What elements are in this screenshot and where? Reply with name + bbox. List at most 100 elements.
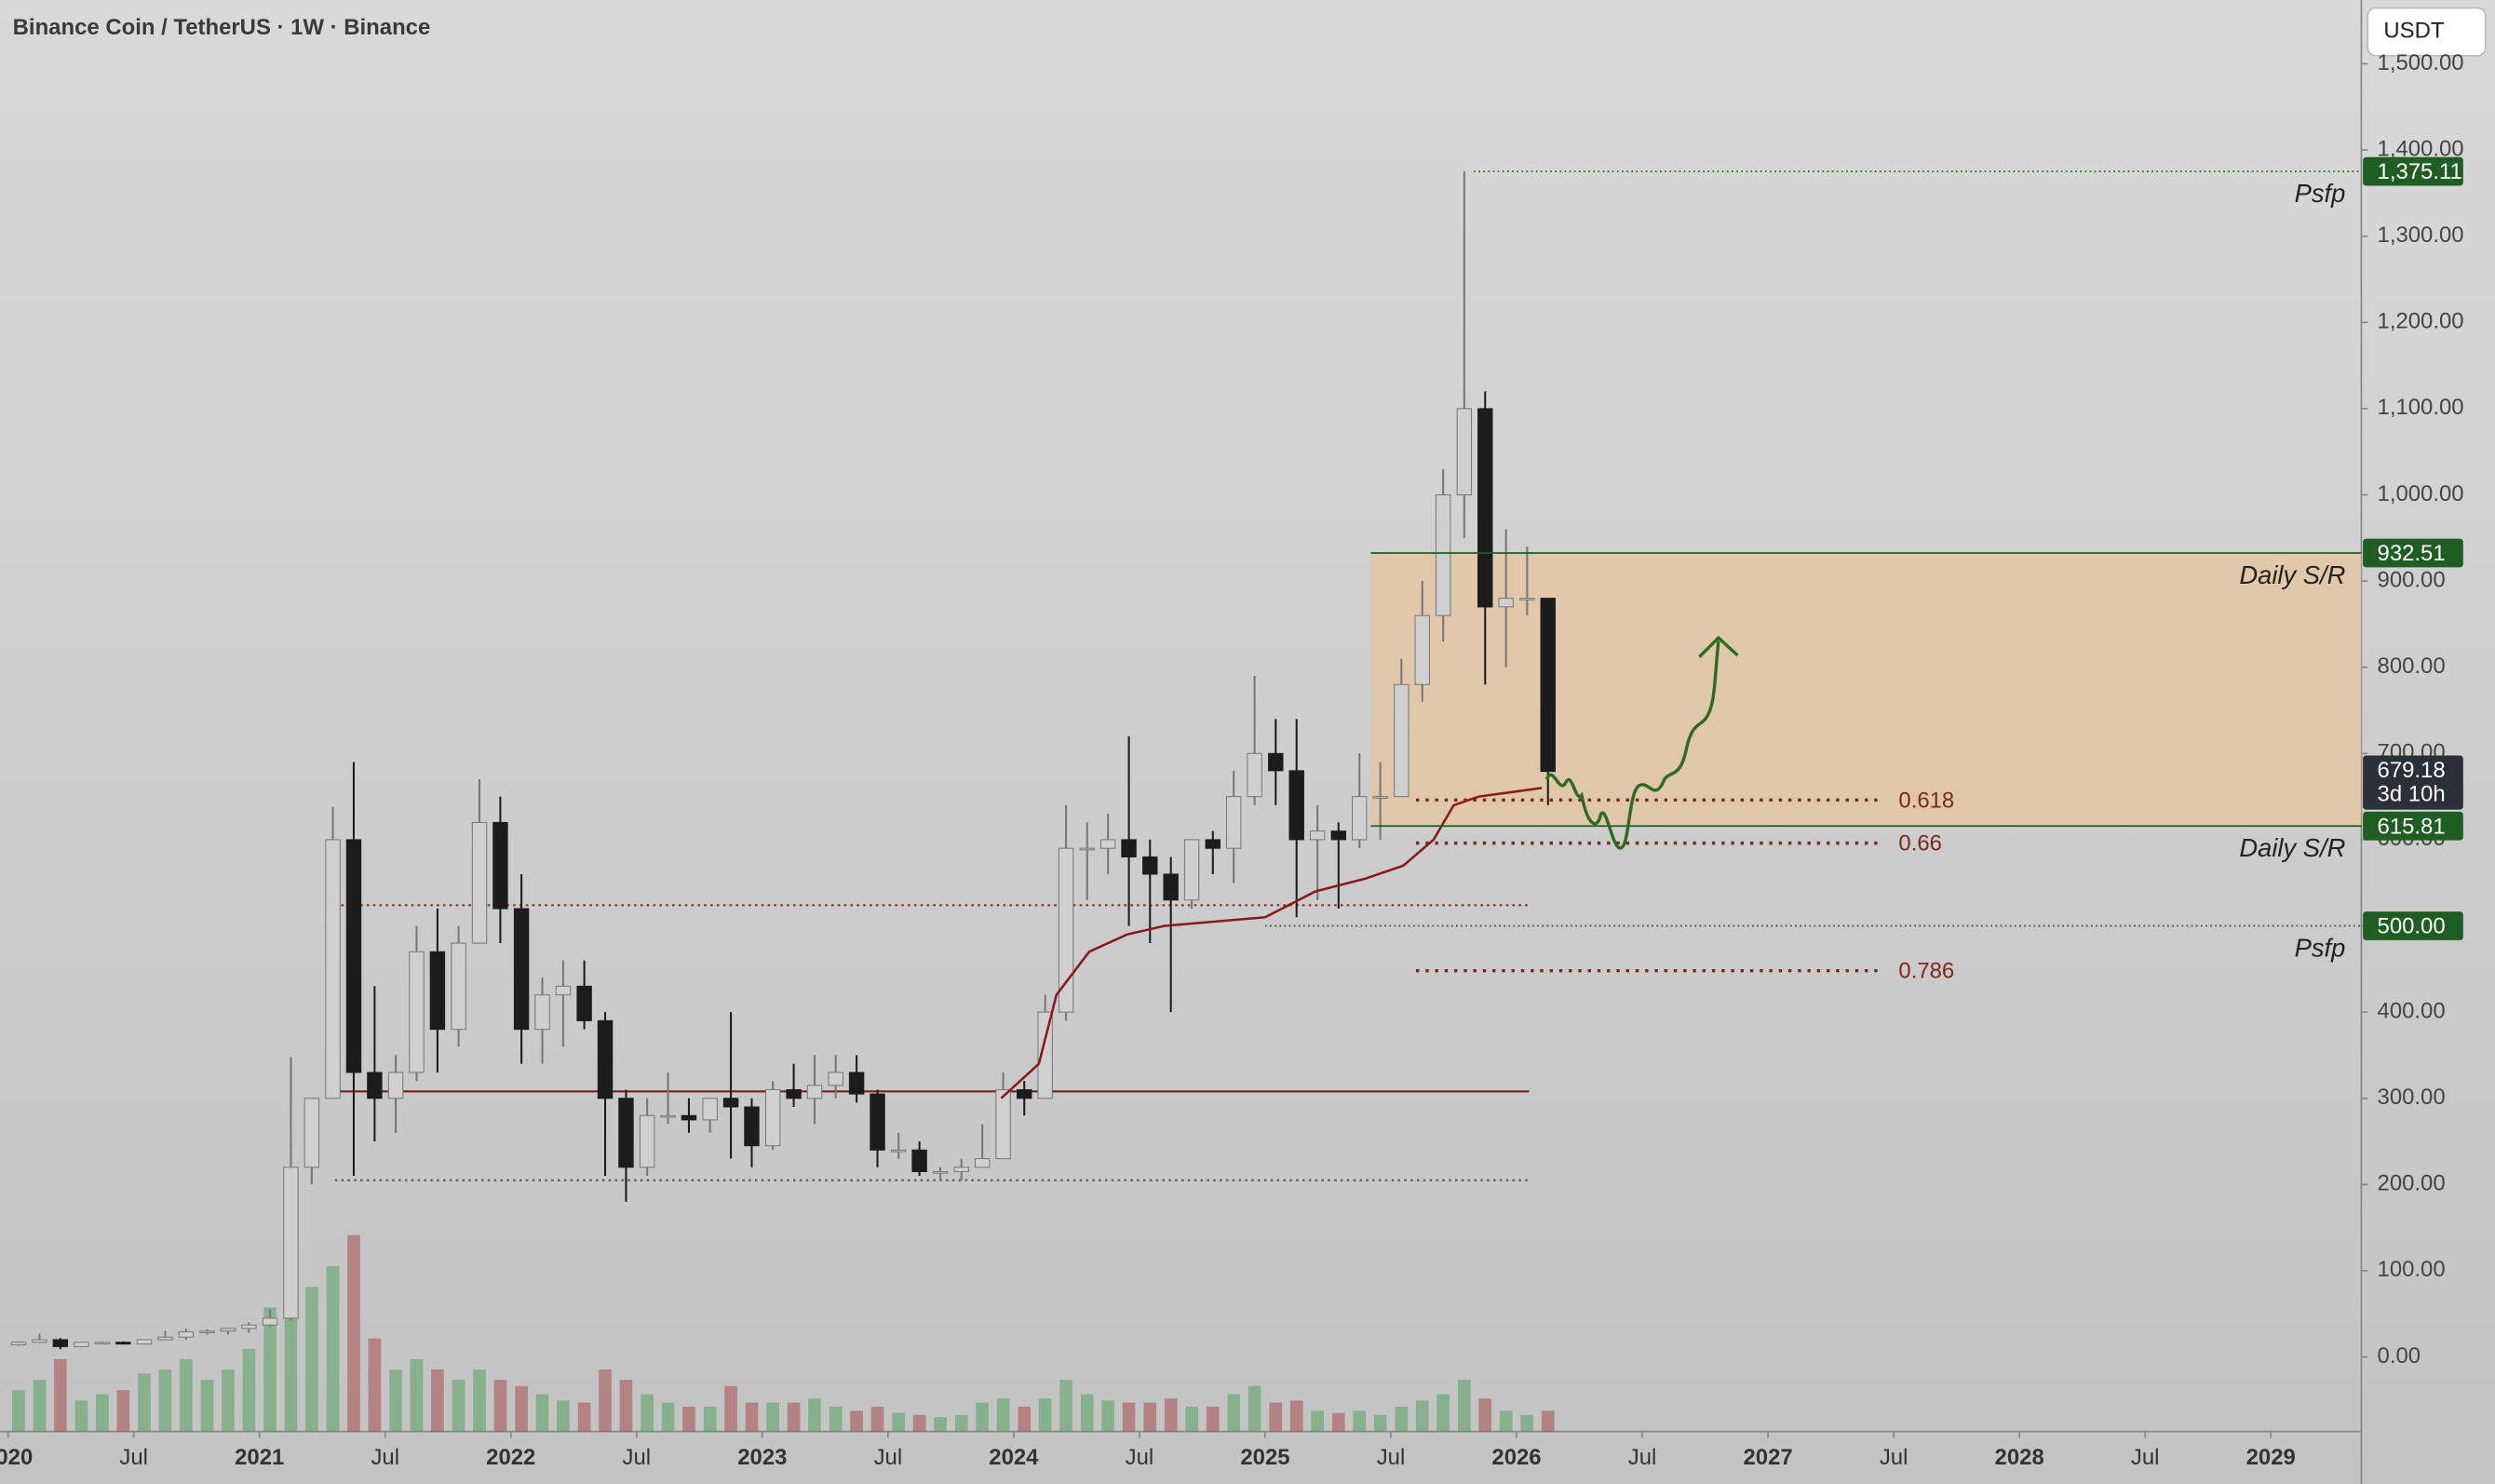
volume-bar: [1478, 1398, 1492, 1432]
volume-bar: [976, 1402, 989, 1432]
candle-body: [283, 1167, 299, 1319]
candle-body: [1288, 770, 1304, 841]
candle-body: [1519, 598, 1535, 600]
volume-bar: [1122, 1402, 1136, 1432]
x-tick-label: 2021: [235, 1445, 284, 1470]
y-tick-label: 1,300.00: [2378, 223, 2464, 248]
volume-bar: [493, 1380, 507, 1432]
currency-label[interactable]: USDT: [2383, 18, 2444, 43]
candle-body: [1183, 839, 1200, 901]
volume-bar: [641, 1394, 654, 1432]
candle-body: [1268, 752, 1284, 772]
level-note: Daily S/R: [2239, 833, 2345, 862]
volume-bar: [1395, 1406, 1409, 1432]
volume-bar: [1289, 1400, 1303, 1432]
candle-body: [1247, 752, 1262, 798]
volume-bar: [599, 1369, 612, 1432]
x-tick-label: Jul: [1628, 1445, 1657, 1470]
candle-body: [1456, 408, 1473, 496]
volume-bar: [577, 1402, 591, 1432]
volume-bar: [1331, 1412, 1345, 1432]
candle-body: [1477, 408, 1493, 608]
volume-bar: [1143, 1402, 1157, 1432]
candle-body: [1079, 847, 1095, 851]
volume-bar: [829, 1406, 843, 1432]
x-tick-label: Jul: [2131, 1445, 2160, 1470]
x-tick-label: 2027: [1743, 1445, 1792, 1470]
candle-body: [974, 1158, 991, 1168]
volume-bar: [138, 1373, 151, 1432]
candle-body: [1099, 839, 1116, 849]
volume-bar: [1018, 1406, 1032, 1432]
vwap-line: [1000, 787, 1543, 1100]
volume-bar: [222, 1369, 235, 1432]
x-tick-label: 2023: [737, 1445, 787, 1470]
volume-bar: [431, 1369, 444, 1432]
candle-body: [932, 1170, 949, 1174]
price-tag: [2363, 538, 2463, 568]
volume-bar: [473, 1369, 486, 1432]
volume-bar: [1185, 1406, 1198, 1432]
chart-title: Binance Coin / TetherUS · 1W · Binance: [13, 15, 431, 40]
projection-path: [1544, 641, 1720, 850]
x-tick-label: Jul: [1377, 1445, 1406, 1470]
candle-body: [1037, 1011, 1053, 1100]
volume-bar: [33, 1380, 47, 1432]
volume-bar: [787, 1402, 801, 1432]
candle-body: [848, 1072, 865, 1095]
volume-bar: [850, 1410, 863, 1432]
candle-body: [387, 1072, 404, 1100]
candle-body: [681, 1114, 697, 1121]
candle-body: [325, 839, 341, 1100]
candle-body: [1414, 614, 1430, 685]
fib-label: 0.786: [1898, 959, 1954, 984]
candle-body: [953, 1167, 969, 1172]
candle-body: [555, 985, 572, 996]
price-tag: [2363, 811, 2463, 841]
x-tick-label: Jul: [119, 1445, 148, 1470]
volume-bar: [892, 1412, 906, 1432]
volume-bar: [116, 1390, 130, 1432]
volume-bar: [808, 1398, 821, 1432]
price-tag-label: 500.00: [2378, 914, 2446, 939]
volume-bar: [1059, 1380, 1072, 1432]
y-tick-label: 300.00: [2378, 1085, 2446, 1110]
fib-label: 0.66: [1898, 831, 1942, 857]
volume-bar: [1269, 1402, 1283, 1432]
volume-bar: [661, 1402, 675, 1432]
candle-body: [1163, 873, 1179, 901]
candle-body: [345, 839, 362, 1073]
candle-body: [52, 1339, 69, 1347]
plot: 0.618 0.66 0.786 Psfp Daily S/R Daily S/R Psfp: [10, 170, 2362, 1432]
volume-bar: [200, 1380, 214, 1432]
candle-body: [199, 1330, 215, 1333]
price-tag-label: 615.81: [2378, 814, 2446, 839]
candle-body: [262, 1317, 278, 1326]
candle-body: [1330, 830, 1347, 841]
volume-bar: [1541, 1410, 1555, 1432]
volume-bar: [74, 1400, 88, 1432]
volume-bar: [96, 1394, 109, 1432]
volume-bar: [996, 1398, 1010, 1432]
candle-body: [1205, 839, 1221, 849]
x-tick-label: 2025: [1240, 1445, 1289, 1470]
candle-body: [220, 1328, 236, 1332]
volume-bar: [12, 1390, 25, 1432]
level-note: Psfp: [2295, 933, 2346, 962]
candle-body: [1394, 683, 1409, 798]
volume-bar: [703, 1406, 717, 1432]
y-tick-label: 1,100.00: [2378, 395, 2464, 420]
currency-button[interactable]: [2367, 7, 2487, 57]
volume-bar: [1520, 1414, 1534, 1432]
candle-body: [576, 985, 592, 1021]
candle-body: [1498, 598, 1514, 608]
volume-bar: [1164, 1398, 1178, 1432]
candle-body: [32, 1339, 47, 1343]
level-note: Psfp: [2295, 179, 2346, 208]
volume-bar: [263, 1307, 276, 1432]
candle-body: [1352, 796, 1368, 841]
volume-bar: [1499, 1410, 1513, 1432]
volume-bar: [1227, 1394, 1241, 1432]
y-tick-label: 1,500.00: [2378, 50, 2464, 75]
